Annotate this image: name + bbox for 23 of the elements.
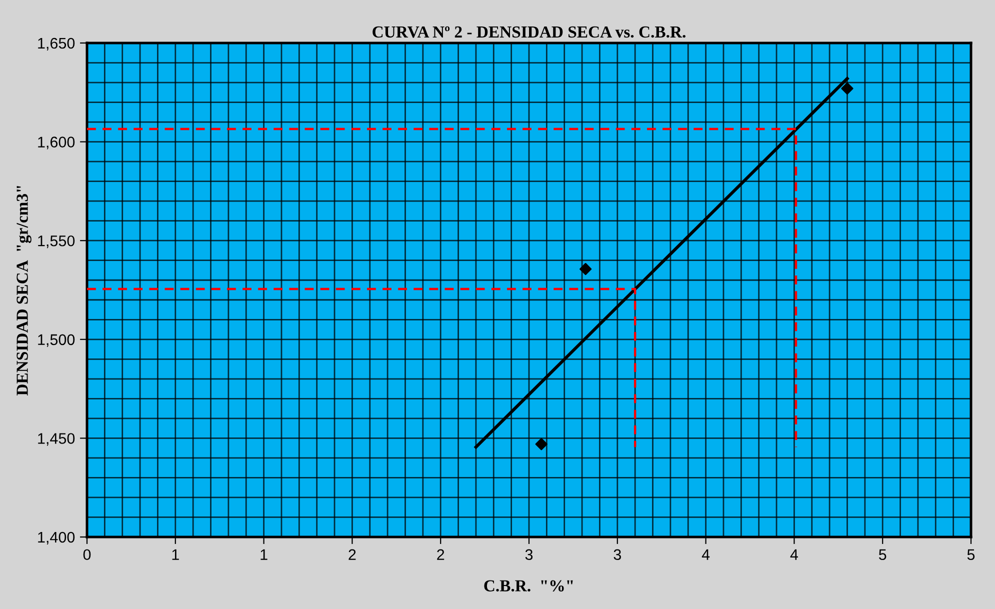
x-tick-label: 0 <box>83 549 91 560</box>
y-tick-label: 1,500 <box>38 334 75 347</box>
x-tick-label: 3 <box>525 549 533 560</box>
x-axis-title: C.B.R. "%" <box>484 580 573 592</box>
x-tick-label: 2 <box>437 549 444 560</box>
y-axis-title: DENSIDAD SECA "gr/cm3" <box>16 186 32 396</box>
y-tick-label: 1,400 <box>38 532 75 544</box>
x-tick-label: 4 <box>790 549 798 560</box>
x-tick-label: 1 <box>172 549 179 560</box>
y-tick-label: 1,450 <box>38 433 75 446</box>
point <box>580 262 592 276</box>
point <box>841 82 854 95</box>
y-tick-label: 1,600 <box>38 136 75 150</box>
x-tick-label: 4 <box>702 549 710 560</box>
chart-title: CURVA Nº 2 - DENSIDAD SECA vs. C.B.R. <box>372 26 686 38</box>
x-tick-label: 5 <box>967 549 975 560</box>
y-tick-label: 1,550 <box>38 235 75 248</box>
x-tick-label: 3 <box>614 549 621 560</box>
x-tick-label: 5 <box>878 549 886 560</box>
y-tick-label: 1,650 <box>38 38 75 50</box>
x-tick-label: 1 <box>260 549 268 560</box>
x-tick-label: 2 <box>348 549 356 560</box>
point <box>535 438 548 450</box>
